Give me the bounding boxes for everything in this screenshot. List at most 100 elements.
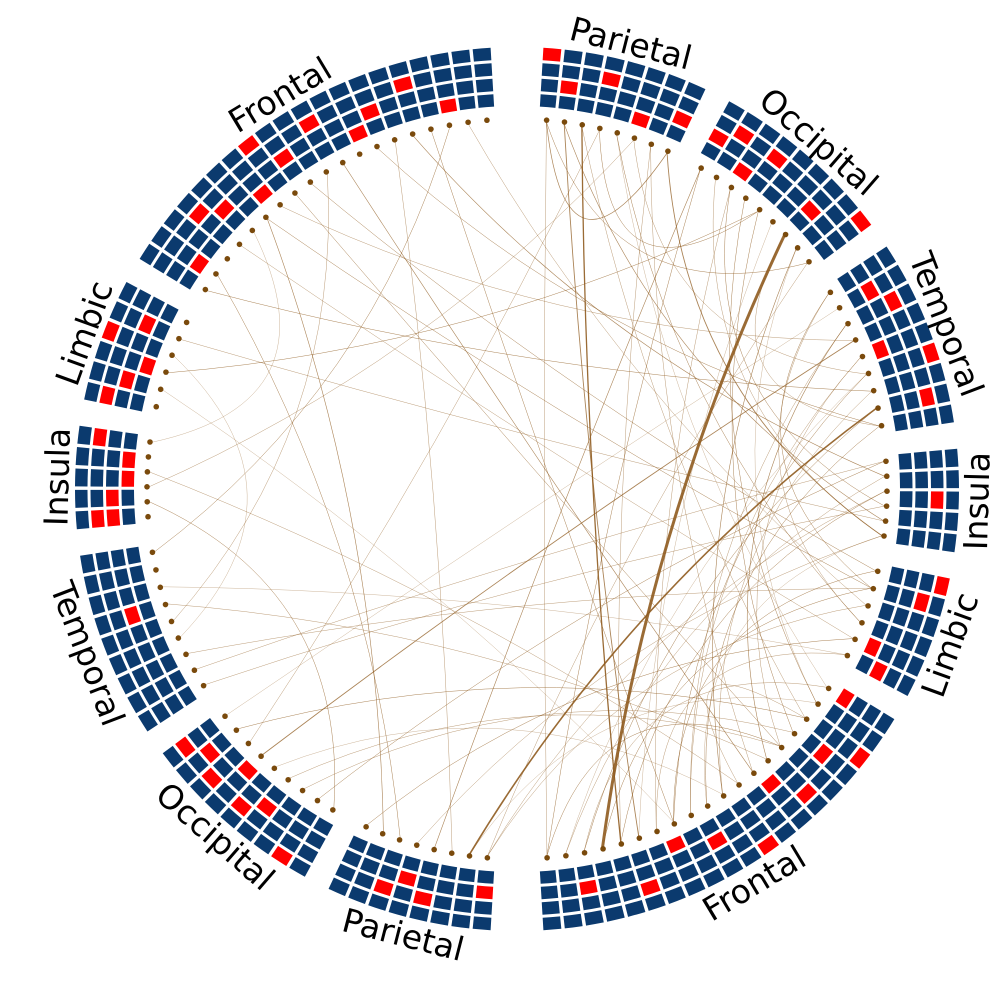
region-cell [659, 871, 680, 890]
node-dot [233, 727, 240, 733]
connection-link [690, 324, 847, 814]
region-cell [741, 112, 763, 133]
region-cell [106, 449, 121, 468]
node-dot [145, 454, 152, 460]
region-cell [451, 913, 471, 929]
region-cell [94, 340, 113, 362]
region-cell [108, 654, 128, 676]
region-cell [946, 470, 959, 489]
region-cell [127, 691, 147, 714]
region-cell [328, 877, 350, 897]
region-cell [262, 821, 285, 842]
region-cell [797, 175, 819, 196]
region-cell [176, 219, 197, 241]
node-dot [884, 488, 890, 494]
connection-link [712, 249, 797, 795]
region-cell [892, 309, 911, 330]
region-cell [561, 898, 581, 913]
region-cell [838, 220, 859, 242]
connection-link [638, 223, 772, 837]
highlighted-cell [766, 148, 788, 169]
region-cell [758, 123, 781, 145]
node-dot [153, 567, 159, 573]
node-dot [249, 227, 256, 234]
region-cell [770, 785, 792, 806]
region-cell [117, 673, 137, 695]
connection-link [565, 373, 867, 854]
node-dot [379, 830, 386, 837]
region-cell [684, 877, 706, 897]
region-cell [850, 263, 870, 285]
region-cell [876, 246, 897, 269]
region-cell [152, 320, 171, 341]
region-cell [368, 67, 390, 85]
highlighted-cell [883, 290, 903, 312]
region-cell [780, 797, 802, 818]
connection-link [487, 262, 808, 856]
highlighted-cell [237, 135, 260, 156]
connection-link [620, 490, 886, 843]
region-cell [89, 361, 106, 382]
highlighted-cell [579, 879, 598, 895]
node-dot [391, 137, 398, 143]
connection-link [417, 535, 883, 844]
region-cell [420, 860, 439, 877]
region-cell [138, 601, 156, 621]
region-cell [659, 88, 680, 107]
node-dot [794, 245, 801, 251]
region-cell [290, 100, 313, 121]
region-cell [88, 594, 106, 616]
region-cell [905, 655, 925, 677]
region-cell [335, 863, 356, 882]
region-cell [864, 322, 883, 342]
region-cell [542, 916, 562, 931]
node-dot [836, 304, 843, 311]
highlighted-cell [139, 356, 157, 376]
region-block-left-limbic [84, 281, 179, 412]
node-dot [200, 682, 207, 689]
highlighted-cell [271, 845, 293, 866]
region-cell [749, 136, 772, 157]
region-cell [341, 849, 362, 868]
region-cell [715, 808, 736, 828]
node-dot [144, 484, 150, 490]
node-dot [765, 757, 771, 764]
region-cell [104, 365, 121, 386]
region-cell [254, 122, 277, 144]
highlighted-cell [666, 835, 686, 854]
region-cell [288, 820, 309, 840]
region-cell [613, 106, 632, 123]
region-cell [75, 489, 88, 508]
node-dot [581, 849, 588, 856]
region-cell [863, 255, 883, 277]
node-dot [162, 601, 169, 608]
highlighted-cell [122, 451, 136, 469]
region-cell [133, 583, 150, 602]
highlighted-cell [560, 80, 579, 95]
region-cell [453, 65, 473, 80]
region-cell [296, 807, 318, 827]
connection-link [366, 638, 854, 826]
region-cell [892, 413, 908, 432]
highlighted-cell [869, 661, 888, 682]
highlighted-cell [119, 370, 136, 390]
connection-link [673, 373, 867, 823]
node-dot [704, 803, 711, 809]
region-cell [666, 124, 686, 143]
region-cell [813, 214, 835, 236]
region-cell [130, 332, 149, 353]
connection-link [546, 122, 808, 274]
region-block-left-insula [75, 425, 138, 530]
region-cell [114, 568, 130, 588]
region-cell [162, 745, 184, 768]
node-dot [330, 807, 336, 813]
region-cell [654, 857, 674, 875]
region-cell [163, 209, 185, 231]
connection-link [563, 124, 640, 837]
node-dot [168, 618, 175, 625]
node-dot [791, 730, 798, 737]
region-cell [560, 883, 579, 898]
region-cell [116, 326, 135, 348]
region-cell [409, 56, 430, 73]
